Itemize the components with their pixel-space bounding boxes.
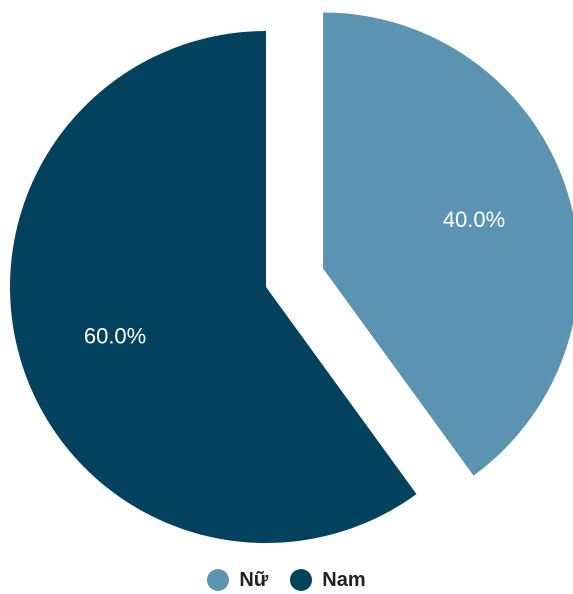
legend-label-nu: Nữ: [239, 568, 269, 591]
legend-item-nu[interactable]: Nữ: [207, 569, 268, 592]
pie-slice-nam[interactable]: [9, 31, 417, 543]
legend: Nữ Nam: [0, 566, 573, 594]
legend-swatch-nu: [207, 569, 230, 591]
slice-label-nam: 60.0%: [84, 324, 146, 349]
legend-label-nam: Nam: [322, 568, 366, 591]
legend-item-nam[interactable]: Nam: [290, 568, 366, 592]
legend-swatch-nam: [290, 569, 313, 591]
pie-slice-nu[interactable]: [323, 12, 573, 476]
slice-label-nu: 40.0%: [443, 207, 505, 232]
